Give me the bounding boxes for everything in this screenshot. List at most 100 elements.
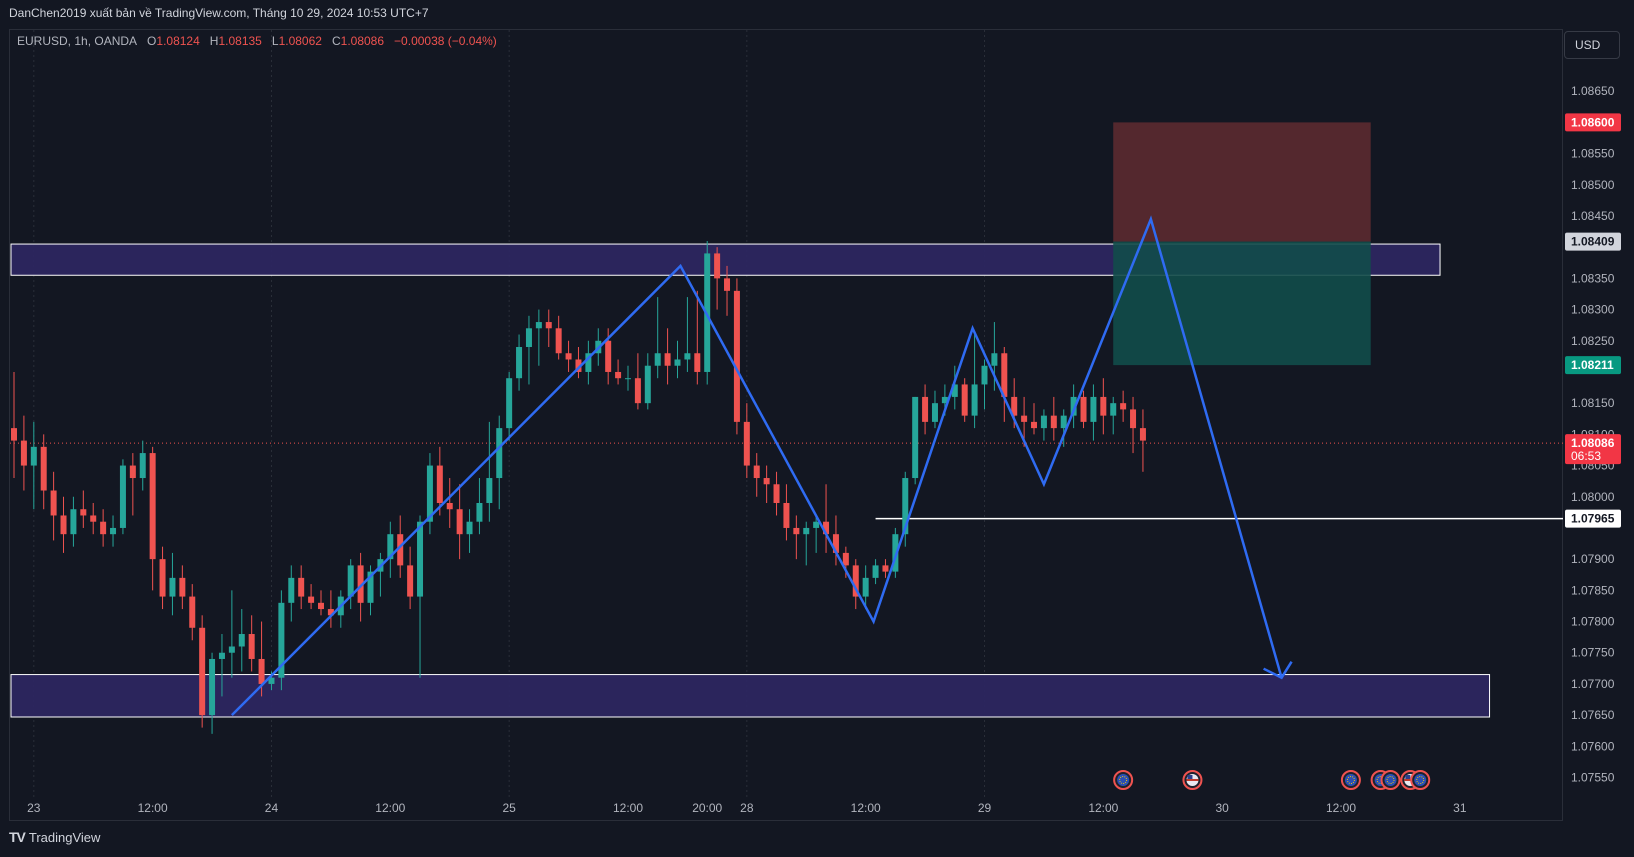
us-flag-canton xyxy=(1405,775,1411,779)
eu-stars xyxy=(1346,776,1355,784)
candle xyxy=(288,565,295,622)
candle-body xyxy=(872,565,879,578)
time-tick-label: 25 xyxy=(502,801,516,815)
candle-body xyxy=(278,602,285,678)
candle-body xyxy=(1120,403,1127,410)
candle xyxy=(40,434,47,510)
candle xyxy=(278,590,285,691)
candle xyxy=(852,559,859,610)
candle-body xyxy=(674,359,681,366)
candle-body xyxy=(912,396,919,479)
candle-body xyxy=(624,378,631,380)
candle-body xyxy=(149,453,156,560)
close-value: 1.08086 xyxy=(340,34,385,48)
candle xyxy=(506,371,513,441)
event-markers xyxy=(1113,770,1431,790)
candle-body xyxy=(664,353,671,366)
stop-loss-area[interactable] xyxy=(1113,122,1371,242)
candle-body xyxy=(60,515,67,535)
candle-body xyxy=(694,353,701,372)
price-tick-label: 1.08000 xyxy=(1571,490,1615,504)
eu-stars xyxy=(1416,776,1425,784)
candle xyxy=(149,446,156,591)
price-label: 1.08600 xyxy=(1565,113,1621,132)
support-zone[interactable] xyxy=(10,674,1491,718)
candle xyxy=(129,453,136,516)
time-tick-label: 30 xyxy=(1215,801,1229,815)
eu-flag xyxy=(1384,774,1397,786)
candle-body xyxy=(813,521,820,528)
candle-body xyxy=(793,527,800,535)
price-label: 1.08211 xyxy=(1565,356,1621,375)
price-axis: 1.07550 1.07600 1.07650 1.07700 1.07750 1.078… xyxy=(1565,84,1621,785)
eu-event-icon[interactable] xyxy=(1340,770,1361,790)
candle xyxy=(426,453,433,535)
price-label-bg xyxy=(1565,113,1621,132)
candle-body xyxy=(1130,409,1137,429)
candle-body xyxy=(1031,421,1038,429)
candle xyxy=(1060,409,1067,447)
candle xyxy=(1001,347,1008,422)
candle xyxy=(832,515,839,566)
candle xyxy=(733,278,740,435)
candle-body xyxy=(961,384,968,416)
eu-event-icon[interactable] xyxy=(1410,770,1431,790)
candle-body xyxy=(90,515,97,522)
candle-body xyxy=(199,627,206,716)
candle-body xyxy=(951,384,958,397)
price-tick-label: 1.07900 xyxy=(1571,552,1615,566)
candle-body xyxy=(119,465,126,528)
candle xyxy=(516,334,523,391)
candle-body xyxy=(981,365,988,385)
candle-body xyxy=(733,290,740,422)
candle-body xyxy=(931,403,938,422)
candle xyxy=(763,465,770,503)
low-value: 1.08062 xyxy=(278,34,322,48)
short-position-tool xyxy=(1113,122,1371,366)
candle xyxy=(377,552,384,597)
projection-path xyxy=(230,215,1293,717)
candle-body xyxy=(605,340,612,372)
price-tick-label: 1.07800 xyxy=(1571,615,1615,629)
candle-body xyxy=(1040,415,1047,429)
price-tick-label: 1.08450 xyxy=(1571,209,1615,223)
candle xyxy=(654,297,661,379)
candle-body xyxy=(1011,396,1018,416)
candle xyxy=(317,590,324,616)
candle-body xyxy=(832,534,839,553)
candle-body xyxy=(743,421,750,466)
candle xyxy=(664,328,671,385)
candle-body xyxy=(991,353,998,366)
price-label-text: 1.07965 xyxy=(1571,512,1615,526)
candle-body xyxy=(80,509,87,516)
take-profit-area[interactable] xyxy=(1113,241,1371,366)
candle-body xyxy=(892,534,899,572)
projection-path-line[interactable] xyxy=(230,215,1283,717)
candle-body xyxy=(1139,428,1146,441)
eu-event-icon[interactable] xyxy=(1113,770,1134,790)
candle xyxy=(248,615,255,672)
candle xyxy=(407,546,414,610)
price-label-bg xyxy=(1565,434,1621,465)
candle-body xyxy=(882,565,889,572)
candle-body xyxy=(50,490,57,516)
candle xyxy=(793,515,800,560)
candle-body xyxy=(525,328,532,348)
candle xyxy=(1139,409,1146,472)
price-tick-label: 1.08250 xyxy=(1571,334,1615,348)
candle-body xyxy=(476,502,483,522)
candle-body xyxy=(922,396,929,422)
candle-body xyxy=(852,565,859,597)
candle-body xyxy=(110,527,117,535)
us-event-icon[interactable] xyxy=(1182,770,1203,790)
eu-event-icon[interactable] xyxy=(1380,770,1401,790)
currency-button[interactable]: USD xyxy=(1564,31,1620,59)
candle xyxy=(585,340,592,385)
candle xyxy=(139,440,146,491)
symbol-label: EURUSD, 1h, OANDA xyxy=(17,34,138,48)
candle xyxy=(110,515,117,547)
candle xyxy=(308,584,315,610)
